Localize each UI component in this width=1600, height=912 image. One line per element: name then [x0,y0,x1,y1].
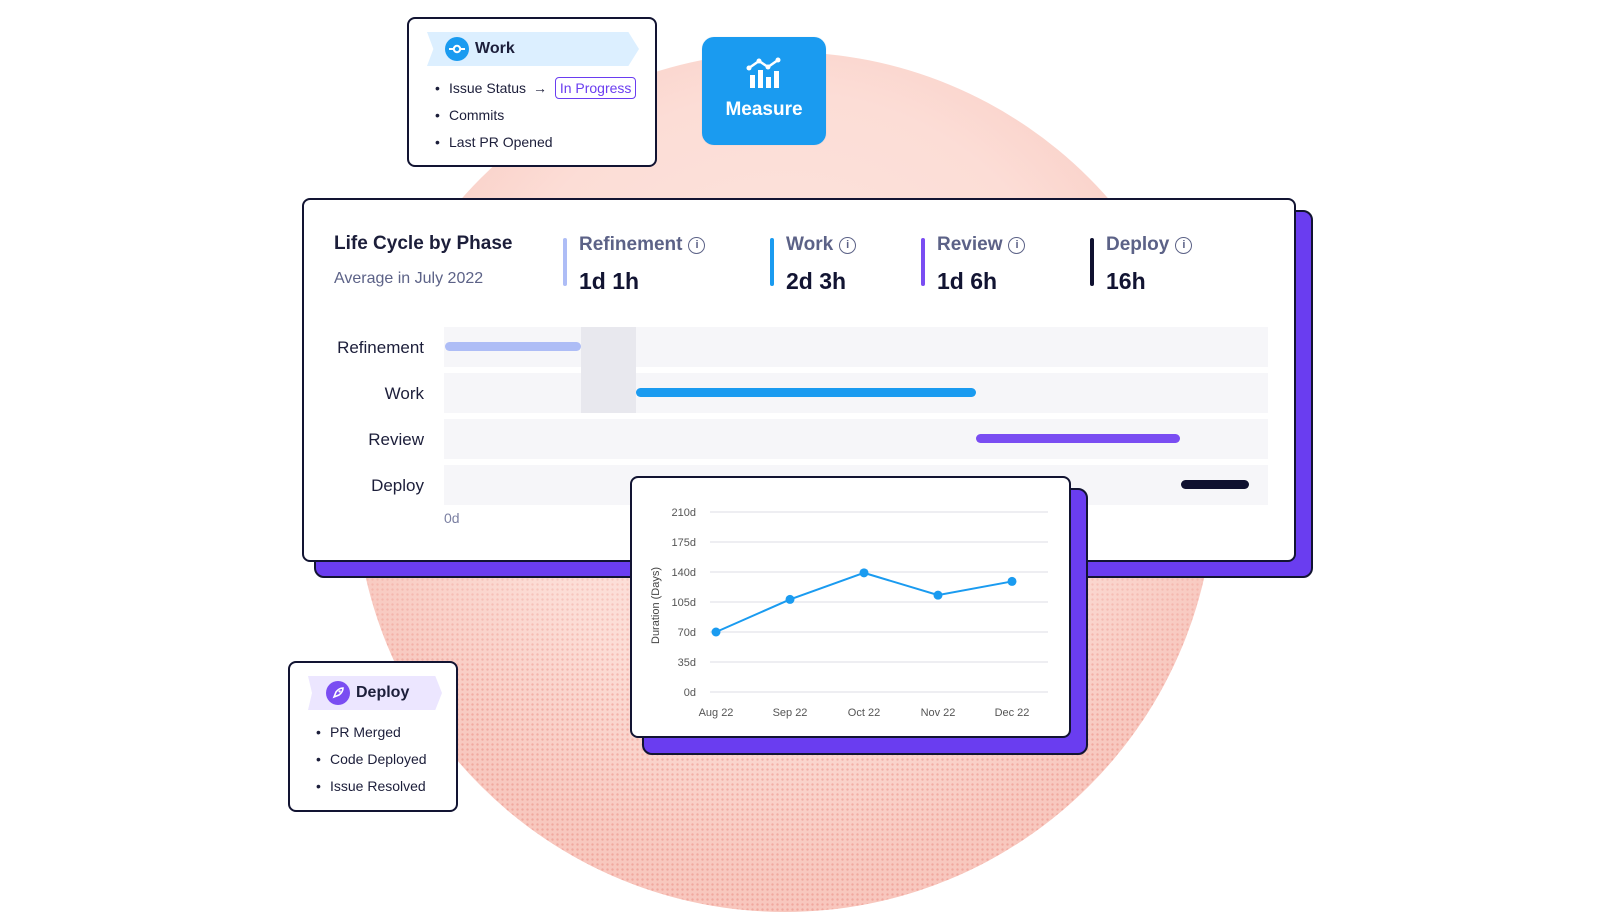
list-item: Commits [435,102,636,129]
gantt-bar-refinement[interactable] [445,342,581,351]
measure-tile[interactable]: Measure [702,37,826,145]
list-item: Code Deployed [316,746,427,773]
deploy-card-header: Deploy [308,676,442,710]
phase-value: 2d 3h [786,268,847,294]
phase-value: 16h [1106,268,1146,294]
deploy-card: Deploy PR Merged Code Deployed Issue Res… [288,661,458,812]
x-tick-label: Dec 22 [995,707,1030,719]
row-label-work: Work [384,384,424,403]
duration-line-chart: 0d 35d 70d 105d 140d 175d 210d Aug 22 Sep 22 Oct … [672,507,1048,719]
phase-value: 1d 1h [579,268,640,294]
phase-color-bar [770,238,774,286]
list-item: Issue Resolved [316,773,427,800]
work-card-header: Work [427,32,639,66]
work-card-list: Issue Status → In Progress Commits Last … [435,75,637,156]
x-tick-label: Sep 22 [773,707,808,719]
phase-name: Deploy [1106,234,1170,255]
issue-status-label: Issue Status [449,80,527,96]
info-icon[interactable]: i [1175,237,1193,254]
bar-chart-icon [746,57,781,88]
deploy-card-list: PR Merged Code Deployed Issue Resolved [316,719,427,800]
commit-icon [445,37,469,61]
y-tick-label: 35d [678,657,696,669]
x-tick-label: Oct 22 [848,707,880,719]
phase-color-bar [921,238,925,286]
data-point [933,590,943,600]
status-badge: In Progress [554,77,637,99]
row-label-refinement: Refinement [337,338,424,357]
x-tick-label: Aug 22 [699,707,734,719]
deploy-card-title: Deploy [356,684,410,701]
row-label-review: Review [368,430,424,449]
row-label-deploy: Deploy [371,476,424,495]
data-point [785,594,795,604]
y-tick-label: 0d [684,687,696,699]
rocket-icon [326,681,350,705]
phase-name: Review [937,234,1003,255]
chart-card: 0d 35d 70d 105d 140d 175d 210d Aug 22 Sep 22 Oct … [630,476,1071,738]
phase-color-bar [1090,238,1094,286]
data-point [859,568,869,578]
y-axis-title: Duration (Days) [650,566,662,644]
phase-name: Work [786,234,834,255]
info-icon[interactable]: i [839,237,857,254]
measure-label: Measure [725,99,803,120]
list-item: PR Merged [316,719,427,746]
work-card: Work Issue Status → In Progress Commits … [407,17,657,167]
y-tick-label: 210d [672,507,696,519]
gantt-bar-review[interactable] [976,434,1180,443]
gantt-axis-start: 0d [444,510,460,526]
gantt-hover-highlight [581,327,636,413]
arrow-right-icon: → [532,80,547,96]
gantt-bar-deploy[interactable] [1181,480,1249,489]
x-tick-label: Nov 22 [921,707,956,719]
page-title: Life Cycle by Phase [334,233,513,254]
phase-value: 1d 6h [937,268,998,294]
y-tick-label: 70d [678,627,696,639]
info-icon[interactable]: i [688,237,706,254]
phase-color-bar [563,238,567,286]
page-subtitle: Average in July 2022 [334,270,484,287]
y-tick-label: 105d [672,597,696,609]
y-tick-label: 175d [672,537,696,549]
y-tick-label: 140d [672,567,696,579]
gantt-bar-work[interactable] [636,388,976,397]
work-card-title: Work [475,40,515,57]
data-point [711,627,721,637]
phase-name: Refinement [579,234,683,255]
info-icon[interactable]: i [1008,237,1026,254]
data-point [1007,576,1017,586]
list-item: Last PR Opened [435,129,636,156]
list-item: Issue Status → In Progress [435,75,637,102]
